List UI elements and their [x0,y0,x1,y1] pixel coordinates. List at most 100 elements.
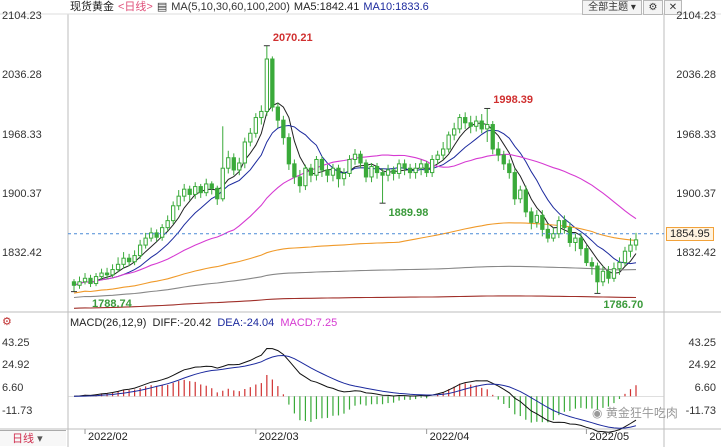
macd-dea-line [73,354,637,429]
ma10-value: MA10:1833.6 [363,1,429,13]
chevron-down-icon: ▾ [630,2,636,13]
ma10-line [73,124,637,286]
candle-down [512,172,517,200]
candle-up [622,250,628,264]
instrument-title: 现货黄金 [70,1,114,13]
candle-up [99,272,104,278]
settings-button[interactable]: ⚙ [643,0,663,15]
candle-down [479,120,484,130]
candle-down [336,167,341,180]
price-axis-label-left: 2036.28 [2,69,42,82]
candle-up [628,244,633,252]
candle-up [121,257,126,265]
macd-dif-line [73,347,637,433]
candle-up [418,163,424,169]
macd-axis-label-right: 24.92 [688,359,716,372]
candle-up [171,205,176,222]
candle-down [297,176,303,187]
candle-up [435,154,440,160]
price-axis-label-right: 2036.28 [676,69,716,82]
candle-up [429,158,435,174]
theme-select-button[interactable]: 全部主题 ▾ [582,0,642,15]
macd-settings-icon[interactable]: ⚙ [2,316,12,328]
candle-up [314,158,319,176]
period-label[interactable]: <日线> [118,1,153,13]
candle-down [358,153,363,164]
candle-down [281,119,286,139]
candle-up [633,239,639,246]
price-axis-label-left: 2104.23 [2,10,42,22]
candle-up [143,237,148,246]
candle-down [275,106,281,121]
candle-up [248,132,253,143]
candle-up [220,167,225,200]
candle-down [391,169,396,174]
candle-up [303,167,308,187]
candle-down [154,232,159,238]
price-axis-label-right: 2104.23 [676,10,716,22]
candle-up [352,153,358,160]
candle-up [115,263,121,271]
price-annotation: 2070.21 [272,31,313,44]
candle-down [270,58,275,108]
macd-dea-value: DEA:-24.04 [217,317,275,329]
ma-settings-label[interactable]: MA(5,10,30,60,100,200) [171,1,290,13]
ma100-line [73,265,637,299]
chevron-down-icon: ▾ [37,433,43,445]
macd-axis-label-right: 43.25 [688,336,716,349]
candle-down [523,189,528,213]
candle-down [584,248,589,264]
candle-up [77,281,82,286]
candle-up [193,186,198,195]
candle-up [204,183,209,194]
candle-up [385,169,391,176]
candle-up [347,158,352,174]
period-tab[interactable]: 日线 ▾ [0,430,66,446]
time-axis-label: 2022/03 [258,431,299,443]
candle-up [237,162,242,171]
price-axis-label-right: 1968.33 [676,128,716,141]
theme-select-label: 全部主题 [588,2,629,13]
candle-up [330,167,336,176]
macd-axis-label-left: -11.73 [2,404,33,417]
candle-down [606,270,611,279]
candle-down [198,186,203,194]
price-axis-label-right: 1832.42 [676,247,716,260]
candle-down [424,163,429,174]
candle-up [160,227,165,238]
weibo-icon: ◉ [592,406,603,420]
candle-down [286,137,292,165]
candle-up [518,189,523,200]
ma-icon: ▤ [156,1,168,13]
macd-dif-value: DIFF:-20.42 [152,317,212,329]
candle-down [595,265,600,283]
period-tab-label: 日线 [12,433,34,445]
candle-down [589,262,595,267]
candle-up [611,268,617,279]
price-axis-label-left: 1832.42 [2,247,42,260]
candle-down [463,117,468,124]
candle-down [380,172,385,176]
candle-up [369,165,374,178]
candle-down [363,162,369,178]
candle-up [534,214,539,223]
candle-down [567,227,573,243]
candle-down [231,157,236,171]
close-button[interactable]: ✕ [664,0,682,15]
candle-down [501,154,506,165]
candle-up [556,220,562,235]
candle-down [88,277,93,285]
candle-up [132,255,137,263]
candle-up [137,244,143,257]
ma30-line [73,153,637,286]
candle-down [562,220,567,229]
candle-up [551,233,556,239]
price-annotation: 1788.74 [92,297,132,310]
chart-header: 现货黄金 <日线> ▤ MA(5,10,30,60,100,200) MA5:1842.… [70,0,433,14]
candle-down [507,163,512,174]
candle-down [529,211,534,223]
candle-up [474,120,479,127]
candle-down [468,122,473,127]
price-annotation: 1998.39 [493,94,533,107]
